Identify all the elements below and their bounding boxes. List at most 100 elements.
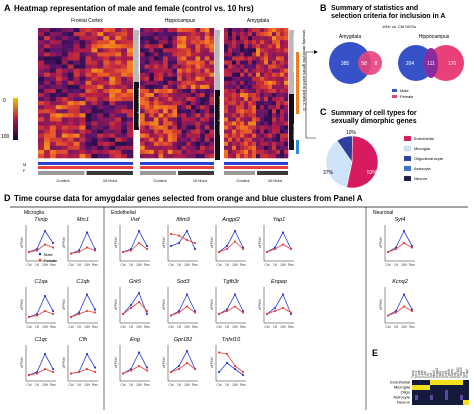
- panel-e-letter: E: [372, 348, 378, 358]
- heatmap-cell: [67, 109, 74, 114]
- heatmap-cell: [448, 390, 451, 395]
- heatmap-cell: [144, 121, 150, 126]
- heatmap-cell: [149, 88, 155, 94]
- heatmap-cell: [195, 125, 201, 130]
- heatmap-cell: [228, 97, 233, 102]
- heatmap-cell: [49, 137, 57, 143]
- heatmap-cell: [167, 109, 173, 114]
- heatmap-cell: [85, 109, 92, 114]
- heatmap-cell: [73, 32, 80, 37]
- data-point-female: [386, 314, 390, 317]
- heatmap-cell: [190, 113, 196, 118]
- heatmap-cell: [190, 93, 196, 98]
- heatmap-cell: [252, 68, 257, 73]
- heatmap-cell: [153, 97, 159, 102]
- panel-c-letter: C: [320, 107, 327, 117]
- heatmap-cell: [67, 60, 74, 65]
- heatmap-cell: [181, 113, 187, 118]
- gene-title: Ifitm3: [176, 217, 190, 223]
- heatmap-cell: [149, 117, 155, 122]
- heatmap-cell: [181, 121, 187, 126]
- heatmap-cell: [224, 64, 229, 69]
- heatmap-cell: [172, 68, 178, 73]
- heatmap-cell: [280, 149, 285, 155]
- heatmap-cell: [284, 36, 289, 41]
- x-tick-label: 10H: [401, 325, 408, 329]
- heatmap-cell: [252, 60, 257, 65]
- heatmap-cell: [127, 109, 134, 114]
- heatmap-cell: [140, 48, 145, 53]
- heatmap-cell: [85, 48, 92, 53]
- cluster-label: Increased expression: [292, 34, 297, 72]
- heatmap-cell: [127, 137, 134, 143]
- heatmap-cell: [177, 153, 182, 159]
- x-tick-label: 10H: [42, 263, 49, 267]
- heatmap-cell: [67, 129, 74, 134]
- heatmap-cell: [264, 56, 269, 61]
- heatmap-cell: [172, 97, 178, 102]
- heatmap-cell: [224, 84, 229, 90]
- heatmap-cell: [38, 105, 45, 110]
- scale-max: 0: [3, 98, 6, 104]
- heatmap-cell: [190, 105, 196, 110]
- condition-bar-10hour: [178, 171, 214, 175]
- heatmap-cell: [97, 125, 104, 130]
- heatmap-cell: [181, 64, 187, 69]
- panel-b-title-2: selection criteria for inclusion in A: [331, 13, 446, 20]
- heatmap-cell: [144, 48, 150, 53]
- heatmap-cell: [284, 137, 289, 143]
- heatmap-cell: [181, 109, 187, 114]
- x-tick-label: 10H: [84, 325, 91, 329]
- heatmap-cell: [97, 36, 104, 41]
- heatmap-cell: [264, 88, 269, 94]
- x-tick-label: Rec: [192, 325, 198, 329]
- x-tick-label: 1H: [225, 383, 230, 387]
- heatmap-cell: [163, 40, 169, 45]
- heatmap-cell: [284, 28, 289, 33]
- heatmap-cell: [91, 40, 98, 45]
- heatmap-cell: [127, 32, 134, 37]
- heatmap-cell: [200, 137, 206, 143]
- x-tick-label: 10H: [232, 263, 239, 267]
- heatmap-cell: [204, 145, 210, 151]
- heatmap-cell: [276, 125, 281, 130]
- heatmap-cell: [268, 56, 273, 61]
- heatmap-cell: [256, 48, 261, 53]
- heatmap-cell: [228, 153, 233, 159]
- heatmap-cell: [252, 145, 257, 151]
- heatmap-cell: [109, 145, 116, 151]
- series-line-male: [387, 293, 413, 316]
- heatmap-cell: [248, 149, 253, 155]
- heatmap-cell: [256, 80, 261, 86]
- heatmap-cell: [272, 137, 277, 143]
- heatmap-cell: [421, 395, 424, 400]
- heatmap-cell: [228, 56, 233, 61]
- heatmap-cell: [284, 93, 289, 98]
- gene-title: C1qa: [34, 279, 47, 285]
- heatmap-cell: [280, 44, 285, 49]
- heatmap-cell: [186, 72, 192, 78]
- condition-bar-female: [38, 166, 86, 169]
- heatmap-cell: [268, 44, 273, 49]
- heatmap-cell: [260, 121, 265, 126]
- heatmap-cell: [190, 32, 196, 37]
- heatmap-cell: [158, 40, 164, 45]
- heatmap-cell: [276, 48, 281, 53]
- heatmap-cell: [252, 44, 257, 49]
- heatmap-cell: [38, 101, 45, 106]
- y-axis-label: dFPKM: [20, 237, 24, 248]
- heatmap-cell: [167, 56, 173, 61]
- heatmap-cell: [79, 153, 86, 159]
- heatmap-cell: [252, 72, 257, 78]
- heatmap-cell: [272, 153, 277, 159]
- heatmap-cell: [149, 76, 155, 82]
- heatmap-cell: [260, 109, 265, 114]
- data-point-female: [137, 364, 141, 368]
- heatmap-cell: [190, 129, 196, 134]
- heatmap-cell: [272, 101, 277, 106]
- heatmap-cell: [61, 80, 68, 86]
- heatmap-cell: [55, 101, 63, 106]
- heatmap-cell: [97, 149, 104, 155]
- data-point-male: [145, 244, 149, 248]
- heatmap-cell: [228, 133, 233, 138]
